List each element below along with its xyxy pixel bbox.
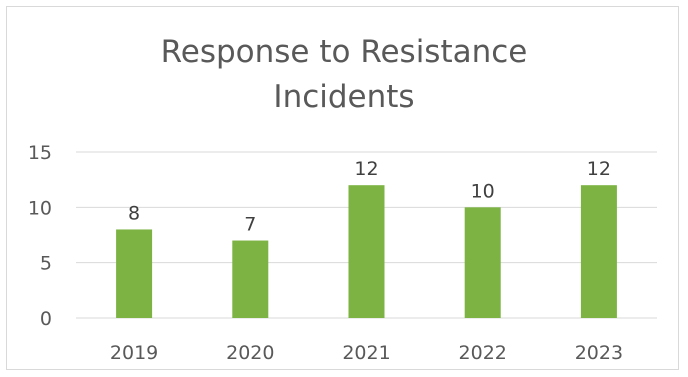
data-label-2021: 12	[354, 158, 378, 180]
bar-2019	[116, 229, 153, 318]
chart-title-line-1: Response to Resistance	[161, 34, 528, 70]
bars	[116, 185, 617, 318]
data-label-2019: 8	[128, 202, 140, 224]
x-tick-label-2019: 2019	[110, 342, 158, 364]
data-label-2022: 10	[471, 180, 495, 202]
y-tick-label-10: 10	[28, 197, 52, 219]
y-axis-tick-labels: 0 5 10 15	[28, 142, 52, 330]
y-tick-label-0: 0	[40, 308, 52, 330]
bar-2022	[464, 207, 501, 318]
bar-2021	[348, 185, 385, 318]
data-label-2020: 7	[244, 214, 256, 236]
bar-2020	[232, 240, 269, 318]
bar-2023	[580, 185, 617, 318]
data-labels: 8 7 12 10 12	[128, 158, 611, 235]
x-tick-label-2020: 2020	[226, 342, 274, 364]
y-tick-label-5: 5	[40, 253, 52, 275]
y-tick-label-15: 15	[28, 142, 52, 164]
x-tick-label-2022: 2022	[459, 342, 507, 364]
chart-title-line-2: Incidents	[273, 79, 414, 115]
data-label-2023: 12	[587, 158, 611, 180]
x-axis-tick-labels: 2019 2020 2021 2022 2023	[110, 342, 623, 364]
x-tick-label-2021: 2021	[342, 342, 390, 364]
x-tick-label-2023: 2023	[575, 342, 623, 364]
